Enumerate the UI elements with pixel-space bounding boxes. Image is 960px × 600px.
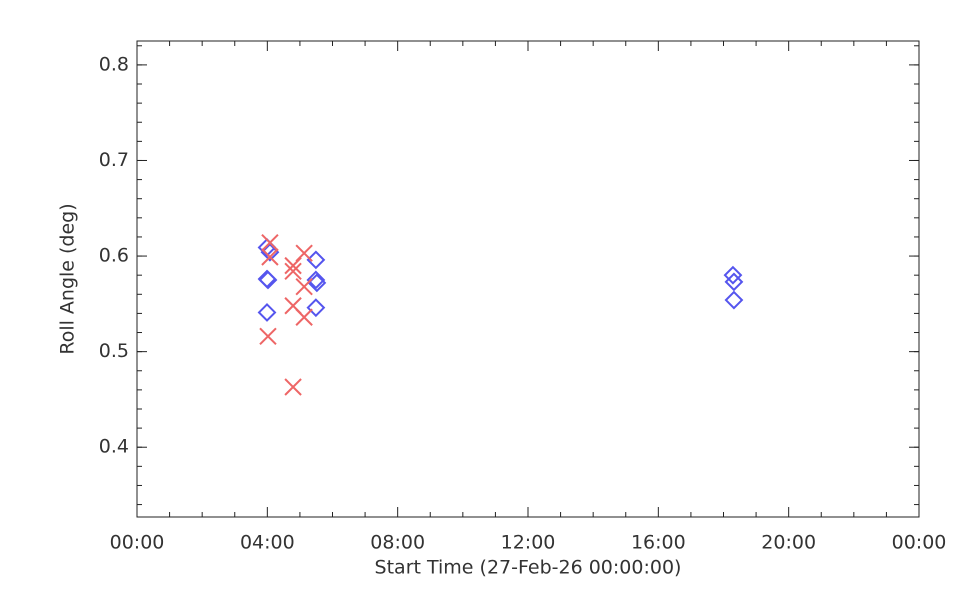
data-point: [723, 265, 743, 285]
y-tick-label: 0.5: [99, 340, 129, 362]
data-point: [306, 250, 326, 270]
x-tick-label: 08:00: [370, 532, 425, 554]
data-point: [259, 327, 277, 346]
plot-frame: [136, 40, 920, 518]
data-point: [295, 277, 313, 296]
data-point: [295, 244, 313, 262]
y-tick-label: 0.7: [99, 149, 129, 171]
data-point: [260, 242, 280, 262]
x-tick-label: 20:00: [761, 532, 816, 554]
x-tick-label: 00:00: [110, 532, 165, 554]
y-tick-label: 0.4: [99, 436, 129, 458]
y-tick-label: 0.6: [99, 245, 129, 267]
y-axis-label: Roll Angle (deg): [57, 203, 79, 354]
data-point: [306, 270, 326, 290]
x-axis-label: Start Time (27-Feb-26 00:00:00): [375, 557, 682, 579]
data-point: [724, 272, 744, 292]
data-point: [258, 270, 278, 290]
data-point: [724, 290, 744, 310]
x-tick-label: 00:00: [892, 532, 947, 554]
x-tick-label: 12:00: [501, 532, 556, 554]
data-point: [261, 248, 279, 266]
data-point: [295, 308, 313, 326]
data-point: [261, 233, 279, 252]
data-point: [284, 378, 302, 396]
x-tick-label: 16:00: [631, 532, 686, 554]
data-point: [284, 262, 302, 281]
data-point: [306, 298, 326, 318]
y-tick-label: 0.8: [99, 53, 129, 75]
data-point: [257, 303, 277, 322]
x-tick-label: 04:00: [240, 532, 295, 554]
